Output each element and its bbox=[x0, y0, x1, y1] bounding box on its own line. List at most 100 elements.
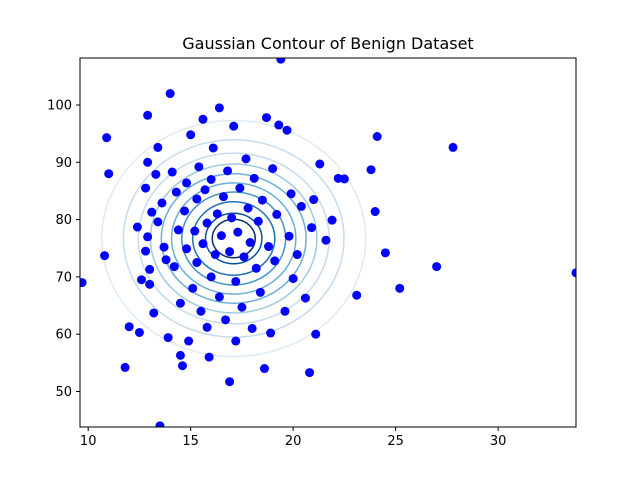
data-point bbox=[253, 216, 263, 226]
x-tick-label: 20 bbox=[285, 434, 302, 449]
data-point bbox=[175, 350, 185, 360]
data-point bbox=[571, 268, 576, 278]
data-point bbox=[155, 421, 165, 427]
data-point bbox=[141, 246, 151, 256]
data-point bbox=[221, 315, 231, 325]
data-point bbox=[161, 255, 171, 265]
x-tick-label: 30 bbox=[490, 434, 507, 449]
data-point bbox=[186, 130, 196, 140]
data-point bbox=[237, 302, 247, 312]
data-point bbox=[366, 165, 376, 175]
data-point bbox=[204, 352, 214, 362]
data-point bbox=[276, 58, 286, 64]
data-point bbox=[296, 201, 306, 211]
data-point bbox=[380, 248, 390, 258]
data-point bbox=[266, 328, 276, 338]
contour-level-6 bbox=[160, 172, 307, 305]
data-point bbox=[448, 142, 458, 152]
x-tick-label: 10 bbox=[80, 434, 97, 449]
data-point bbox=[264, 242, 274, 252]
data-point bbox=[280, 306, 290, 316]
y-tick-label: 80 bbox=[55, 213, 72, 228]
data-point bbox=[134, 327, 144, 337]
data-point bbox=[151, 169, 161, 179]
data-point bbox=[395, 283, 405, 293]
data-point bbox=[243, 203, 253, 213]
data-point bbox=[286, 189, 296, 199]
data-point bbox=[153, 217, 163, 227]
data-point bbox=[163, 333, 173, 343]
data-point bbox=[307, 223, 317, 233]
contour-level-5 bbox=[170, 182, 297, 295]
data-point bbox=[145, 279, 155, 289]
data-point bbox=[132, 222, 142, 232]
data-point bbox=[206, 272, 216, 282]
data-point bbox=[175, 298, 185, 308]
data-point bbox=[214, 103, 224, 113]
data-point bbox=[149, 308, 159, 318]
data-point bbox=[339, 174, 349, 184]
data-point bbox=[124, 322, 134, 332]
contour-level-3 bbox=[191, 200, 276, 276]
data-point bbox=[321, 235, 331, 245]
data-point bbox=[180, 206, 190, 216]
data-point bbox=[182, 244, 192, 254]
data-point bbox=[259, 364, 269, 374]
data-point bbox=[171, 187, 181, 197]
contour-level-2 bbox=[204, 212, 263, 265]
scatter-points bbox=[80, 58, 576, 427]
data-point bbox=[159, 242, 169, 252]
data-point bbox=[231, 276, 241, 286]
data-point bbox=[143, 157, 153, 167]
data-point bbox=[212, 209, 222, 219]
data-point bbox=[300, 293, 310, 303]
data-point bbox=[214, 292, 224, 302]
data-point bbox=[177, 361, 187, 371]
data-point bbox=[270, 256, 280, 266]
x-axis: 10 15 20 25 30 bbox=[80, 427, 506, 449]
data-point bbox=[311, 329, 321, 339]
data-point bbox=[235, 183, 245, 193]
data-point bbox=[190, 226, 200, 236]
data-point bbox=[268, 164, 278, 174]
data-point bbox=[194, 162, 204, 172]
data-point bbox=[223, 166, 233, 176]
y-tick-label: 60 bbox=[55, 328, 72, 343]
data-point bbox=[104, 169, 114, 179]
data-point bbox=[200, 185, 210, 195]
y-tick-label: 90 bbox=[55, 156, 72, 171]
data-point bbox=[167, 167, 177, 177]
data-point bbox=[206, 174, 216, 184]
data-point bbox=[141, 183, 151, 193]
plot-frame bbox=[79, 57, 577, 428]
data-point bbox=[315, 159, 325, 169]
data-point bbox=[231, 336, 241, 346]
contour-level-10 bbox=[101, 119, 367, 358]
data-point bbox=[165, 89, 175, 99]
data-point bbox=[198, 114, 208, 124]
y-tick-label: 50 bbox=[55, 385, 72, 400]
data-point bbox=[196, 306, 206, 316]
data-point bbox=[100, 251, 110, 261]
data-point bbox=[229, 121, 239, 131]
data-point bbox=[257, 195, 267, 205]
y-axis: 50 60 70 80 90 100 bbox=[47, 98, 80, 400]
data-point bbox=[352, 290, 362, 300]
data-point bbox=[255, 287, 265, 297]
data-point bbox=[102, 133, 112, 143]
data-point bbox=[182, 178, 192, 188]
data-point bbox=[245, 238, 255, 247]
data-point bbox=[239, 252, 249, 262]
data-point bbox=[147, 207, 157, 217]
chart-title: Gaussian Contour of Benign Dataset bbox=[182, 34, 473, 53]
data-point bbox=[274, 120, 284, 130]
data-point bbox=[225, 377, 235, 387]
data-point bbox=[143, 110, 153, 120]
data-point bbox=[372, 131, 382, 141]
data-point bbox=[192, 194, 202, 204]
x-tick-label: 15 bbox=[182, 434, 199, 449]
data-point bbox=[157, 198, 167, 208]
data-point bbox=[80, 278, 87, 288]
